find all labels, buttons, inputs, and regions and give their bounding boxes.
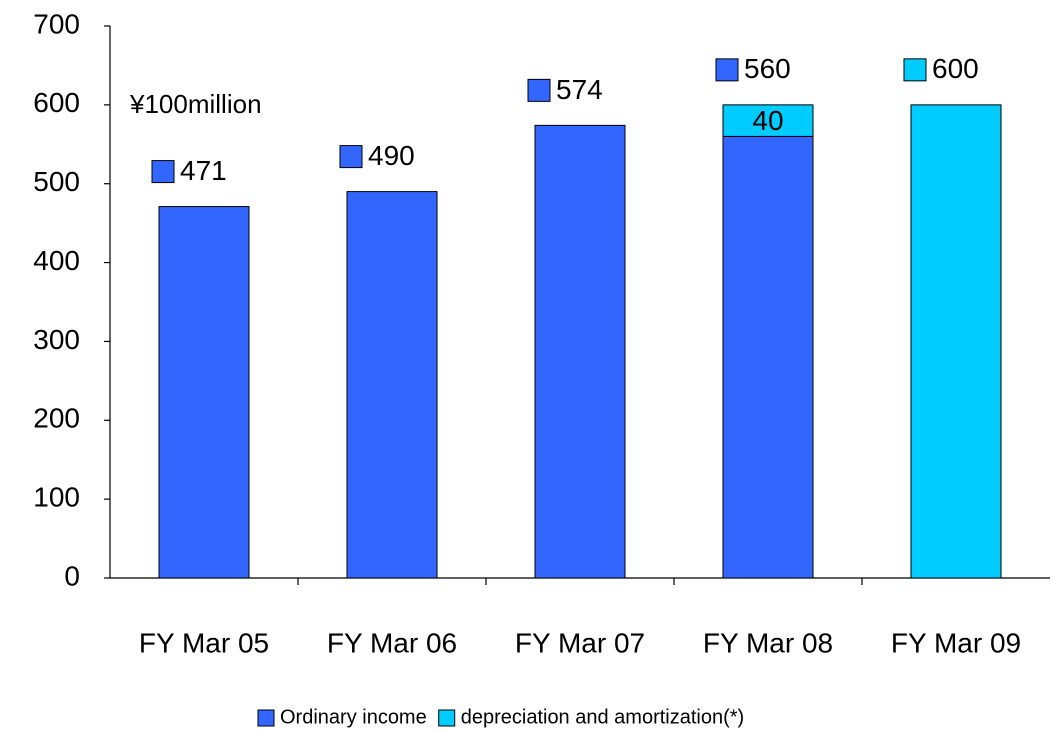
x-tick-label: FY Mar 05 (139, 627, 269, 658)
legend-key (257, 709, 275, 727)
legend-label: Ordinary income (280, 706, 427, 728)
label-key (903, 58, 927, 82)
y-tick-label: 600 (33, 87, 80, 118)
data-label: 490 (368, 140, 415, 171)
y-tick-label: 300 (33, 324, 80, 355)
bar (910, 104, 1002, 579)
data-label: 600 (932, 53, 979, 84)
y-tick-label: 200 (33, 403, 80, 434)
label-key (151, 160, 175, 184)
y-tick-label: 400 (33, 245, 80, 276)
bar (722, 104, 814, 137)
data-label: 574 (556, 74, 603, 105)
x-tick-label: FY Mar 06 (327, 627, 457, 658)
y-tick-label: 100 (33, 482, 80, 513)
legend-label: depreciation and amortization(*) (461, 706, 745, 728)
data-label: 40 (752, 105, 783, 136)
bar (158, 206, 250, 579)
y-tick-label: 0 (64, 560, 80, 591)
data-label: 560 (744, 53, 791, 84)
label-key (527, 78, 551, 102)
label-key (715, 58, 739, 82)
legend-key (438, 709, 456, 727)
x-tick-label: FY Mar 09 (891, 627, 1021, 658)
bar (346, 191, 438, 579)
y-tick-label: 700 (33, 8, 80, 39)
bar (534, 124, 626, 579)
x-tick-label: FY Mar 07 (515, 627, 645, 658)
x-tick-label: FY Mar 08 (703, 627, 833, 658)
y-tick-label: 500 (33, 166, 80, 197)
label-key (339, 145, 363, 169)
bar (722, 135, 814, 579)
annotation: ¥100million (129, 89, 262, 119)
data-label: 471 (180, 155, 227, 186)
